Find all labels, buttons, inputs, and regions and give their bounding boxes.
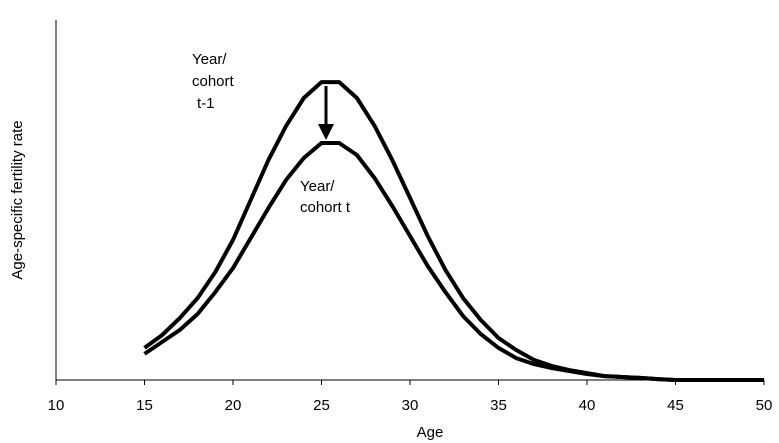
- x-tick-label: 30: [402, 397, 419, 414]
- annotation: cohort t: [300, 199, 351, 216]
- annotation: t-1: [197, 95, 215, 112]
- y-axis-label: Age-specific fertility rate: [9, 120, 26, 279]
- x-tick-label: 10: [48, 397, 65, 414]
- annotation: Year/: [192, 51, 227, 68]
- x-tick-label: 50: [756, 397, 773, 414]
- arrow-head: [318, 124, 334, 140]
- x-axis-label: Age: [417, 424, 444, 441]
- x-tick-label: 25: [313, 397, 330, 414]
- x-tick-label: 40: [579, 397, 596, 414]
- x-tick-label: 20: [225, 397, 242, 414]
- x-tick-label: 35: [490, 397, 507, 414]
- x-tick-label: 45: [667, 397, 684, 414]
- annotation: Year/: [300, 178, 335, 195]
- line-series: [143, 141, 764, 382]
- annotation: cohort: [192, 73, 235, 90]
- line-series: [143, 80, 764, 382]
- x-tick-label: 15: [136, 397, 153, 414]
